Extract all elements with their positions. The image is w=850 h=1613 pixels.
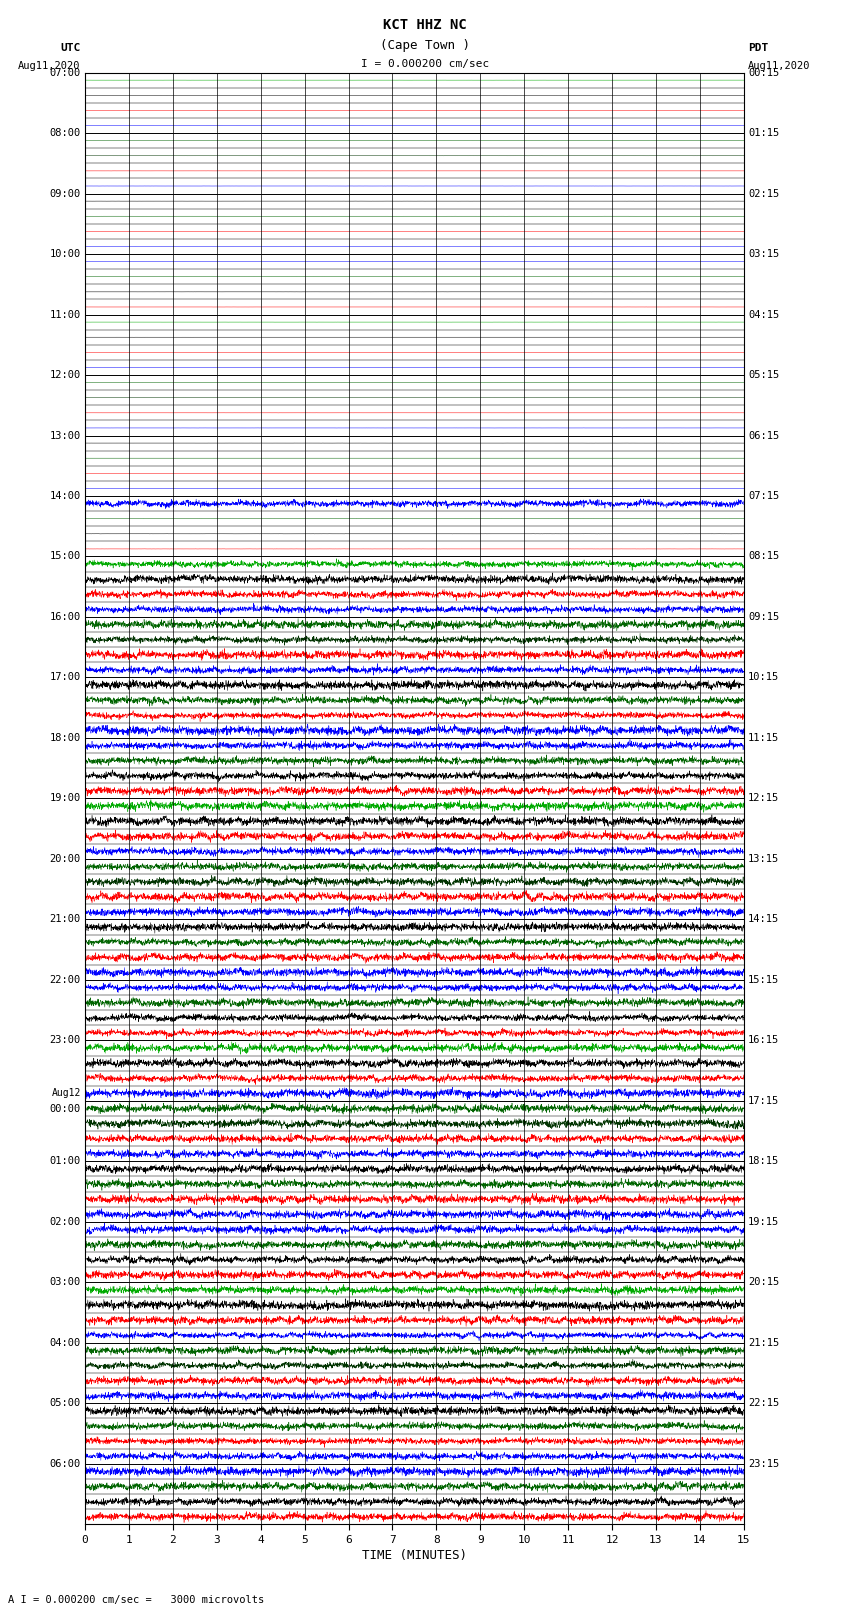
- Text: 04:00: 04:00: [49, 1337, 81, 1348]
- Text: (Cape Town ): (Cape Town ): [380, 39, 470, 52]
- Text: 06:00: 06:00: [49, 1458, 81, 1469]
- Text: 05:00: 05:00: [49, 1398, 81, 1408]
- Text: I = 0.000200 cm/sec: I = 0.000200 cm/sec: [361, 60, 489, 69]
- Text: Aug11,2020: Aug11,2020: [18, 61, 81, 71]
- Text: 06:15: 06:15: [748, 431, 779, 440]
- Text: 21:15: 21:15: [748, 1337, 779, 1348]
- Text: PDT: PDT: [748, 44, 768, 53]
- Text: 07:00: 07:00: [49, 68, 81, 77]
- Text: 15:15: 15:15: [748, 974, 779, 986]
- Text: 01:00: 01:00: [49, 1157, 81, 1166]
- Text: 13:00: 13:00: [49, 431, 81, 440]
- Text: 19:00: 19:00: [49, 794, 81, 803]
- Text: 02:00: 02:00: [49, 1216, 81, 1227]
- Text: 22:00: 22:00: [49, 974, 81, 986]
- Text: 12:00: 12:00: [49, 369, 81, 381]
- Text: 09:00: 09:00: [49, 189, 81, 198]
- Text: 17:15: 17:15: [748, 1095, 779, 1107]
- Text: 03:00: 03:00: [49, 1277, 81, 1287]
- Text: 14:15: 14:15: [748, 915, 779, 924]
- Text: Aug12: Aug12: [51, 1087, 81, 1098]
- Text: UTC: UTC: [60, 44, 81, 53]
- Text: A I = 0.000200 cm/sec =   3000 microvolts: A I = 0.000200 cm/sec = 3000 microvolts: [8, 1595, 264, 1605]
- Text: 09:15: 09:15: [748, 611, 779, 623]
- Text: 05:15: 05:15: [748, 369, 779, 381]
- Text: 02:15: 02:15: [748, 189, 779, 198]
- Text: 20:00: 20:00: [49, 853, 81, 865]
- Text: 21:00: 21:00: [49, 915, 81, 924]
- Text: 01:15: 01:15: [748, 127, 779, 139]
- Text: 22:15: 22:15: [748, 1398, 779, 1408]
- Text: 19:15: 19:15: [748, 1216, 779, 1227]
- Text: 10:15: 10:15: [748, 673, 779, 682]
- Text: 23:15: 23:15: [748, 1458, 779, 1469]
- Text: 10:00: 10:00: [49, 248, 81, 260]
- Text: Aug11,2020: Aug11,2020: [748, 61, 811, 71]
- Text: 23:00: 23:00: [49, 1036, 81, 1045]
- Text: 08:00: 08:00: [49, 127, 81, 139]
- Text: 18:15: 18:15: [748, 1157, 779, 1166]
- X-axis label: TIME (MINUTES): TIME (MINUTES): [362, 1548, 467, 1561]
- Text: 17:00: 17:00: [49, 673, 81, 682]
- Text: 08:15: 08:15: [748, 552, 779, 561]
- Text: 16:00: 16:00: [49, 611, 81, 623]
- Text: 14:00: 14:00: [49, 490, 81, 502]
- Text: 12:15: 12:15: [748, 794, 779, 803]
- Text: 18:00: 18:00: [49, 732, 81, 744]
- Text: 16:15: 16:15: [748, 1036, 779, 1045]
- Text: 20:15: 20:15: [748, 1277, 779, 1287]
- Text: 03:15: 03:15: [748, 248, 779, 260]
- Text: 15:00: 15:00: [49, 552, 81, 561]
- Text: 13:15: 13:15: [748, 853, 779, 865]
- Text: 11:00: 11:00: [49, 310, 81, 319]
- Text: KCT HHZ NC: KCT HHZ NC: [383, 18, 467, 32]
- Text: 00:00: 00:00: [49, 1105, 81, 1115]
- Text: 11:15: 11:15: [748, 732, 779, 744]
- Text: 07:15: 07:15: [748, 490, 779, 502]
- Text: 04:15: 04:15: [748, 310, 779, 319]
- Text: 00:15: 00:15: [748, 68, 779, 77]
